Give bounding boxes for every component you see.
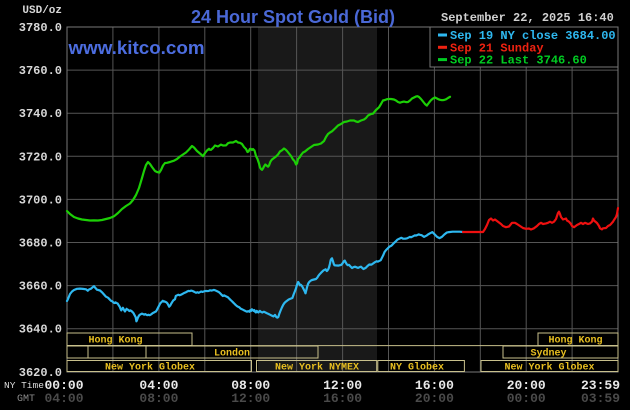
svg-text:3640.0: 3640.0 [19, 323, 62, 337]
svg-text:20:00: 20:00 [507, 378, 546, 393]
svg-text:USD/oz: USD/oz [22, 5, 62, 17]
svg-text:3700.0: 3700.0 [19, 193, 62, 207]
svg-text:20:00: 20:00 [415, 391, 454, 406]
svg-text:3660.0: 3660.0 [19, 280, 62, 294]
svg-text:04:00: 04:00 [139, 378, 178, 393]
svg-text:GMT: GMT [17, 394, 35, 405]
svg-text:3780.0: 3780.0 [19, 21, 62, 35]
svg-text:Sep 19 NY close 3684.00: Sep 19 NY close 3684.00 [450, 29, 616, 43]
svg-text:www.kitco.com: www.kitco.com [68, 37, 205, 58]
svg-text:16:00: 16:00 [323, 391, 362, 406]
svg-text:08:00: 08:00 [231, 378, 270, 393]
svg-text:Sep 22 Last 3746.60: Sep 22 Last 3746.60 [450, 54, 587, 68]
svg-text:New York Globex: New York Globex [504, 361, 594, 373]
svg-text:04:00: 04:00 [44, 391, 83, 406]
svg-text:Hong Kong: Hong Kong [548, 335, 602, 346]
svg-text:New York NYMEX: New York NYMEX [275, 361, 359, 373]
svg-text:NY Time: NY Time [4, 380, 44, 391]
svg-text:23:59: 23:59 [581, 378, 620, 393]
svg-text:00:00: 00:00 [507, 391, 546, 406]
svg-text:03:59: 03:59 [581, 391, 620, 406]
svg-text:24 Hour Spot Gold (Bid): 24 Hour Spot Gold (Bid) [191, 7, 395, 27]
svg-text:3760.0: 3760.0 [19, 64, 62, 78]
svg-text:12:00: 12:00 [231, 391, 270, 406]
svg-text:Sydney: Sydney [530, 347, 566, 359]
svg-text:3680.0: 3680.0 [19, 237, 62, 251]
svg-text:Sep 21 Sunday: Sep 21 Sunday [450, 41, 544, 55]
svg-text:08:00: 08:00 [139, 391, 178, 406]
svg-text:NY Globex: NY Globex [390, 361, 444, 373]
svg-text:3740.0: 3740.0 [19, 107, 62, 121]
svg-text:September 22, 2025 16:40: September 22, 2025 16:40 [441, 11, 614, 25]
svg-text:16:00: 16:00 [415, 378, 454, 393]
svg-text:12:00: 12:00 [323, 378, 362, 393]
svg-text:00:00: 00:00 [44, 378, 83, 393]
svg-text:3720.0: 3720.0 [19, 150, 62, 164]
svg-text:New York Globex: New York Globex [105, 361, 195, 373]
svg-text:Hong Kong: Hong Kong [88, 335, 142, 346]
svg-text:London: London [214, 347, 250, 359]
svg-text:3620.0: 3620.0 [19, 366, 62, 380]
